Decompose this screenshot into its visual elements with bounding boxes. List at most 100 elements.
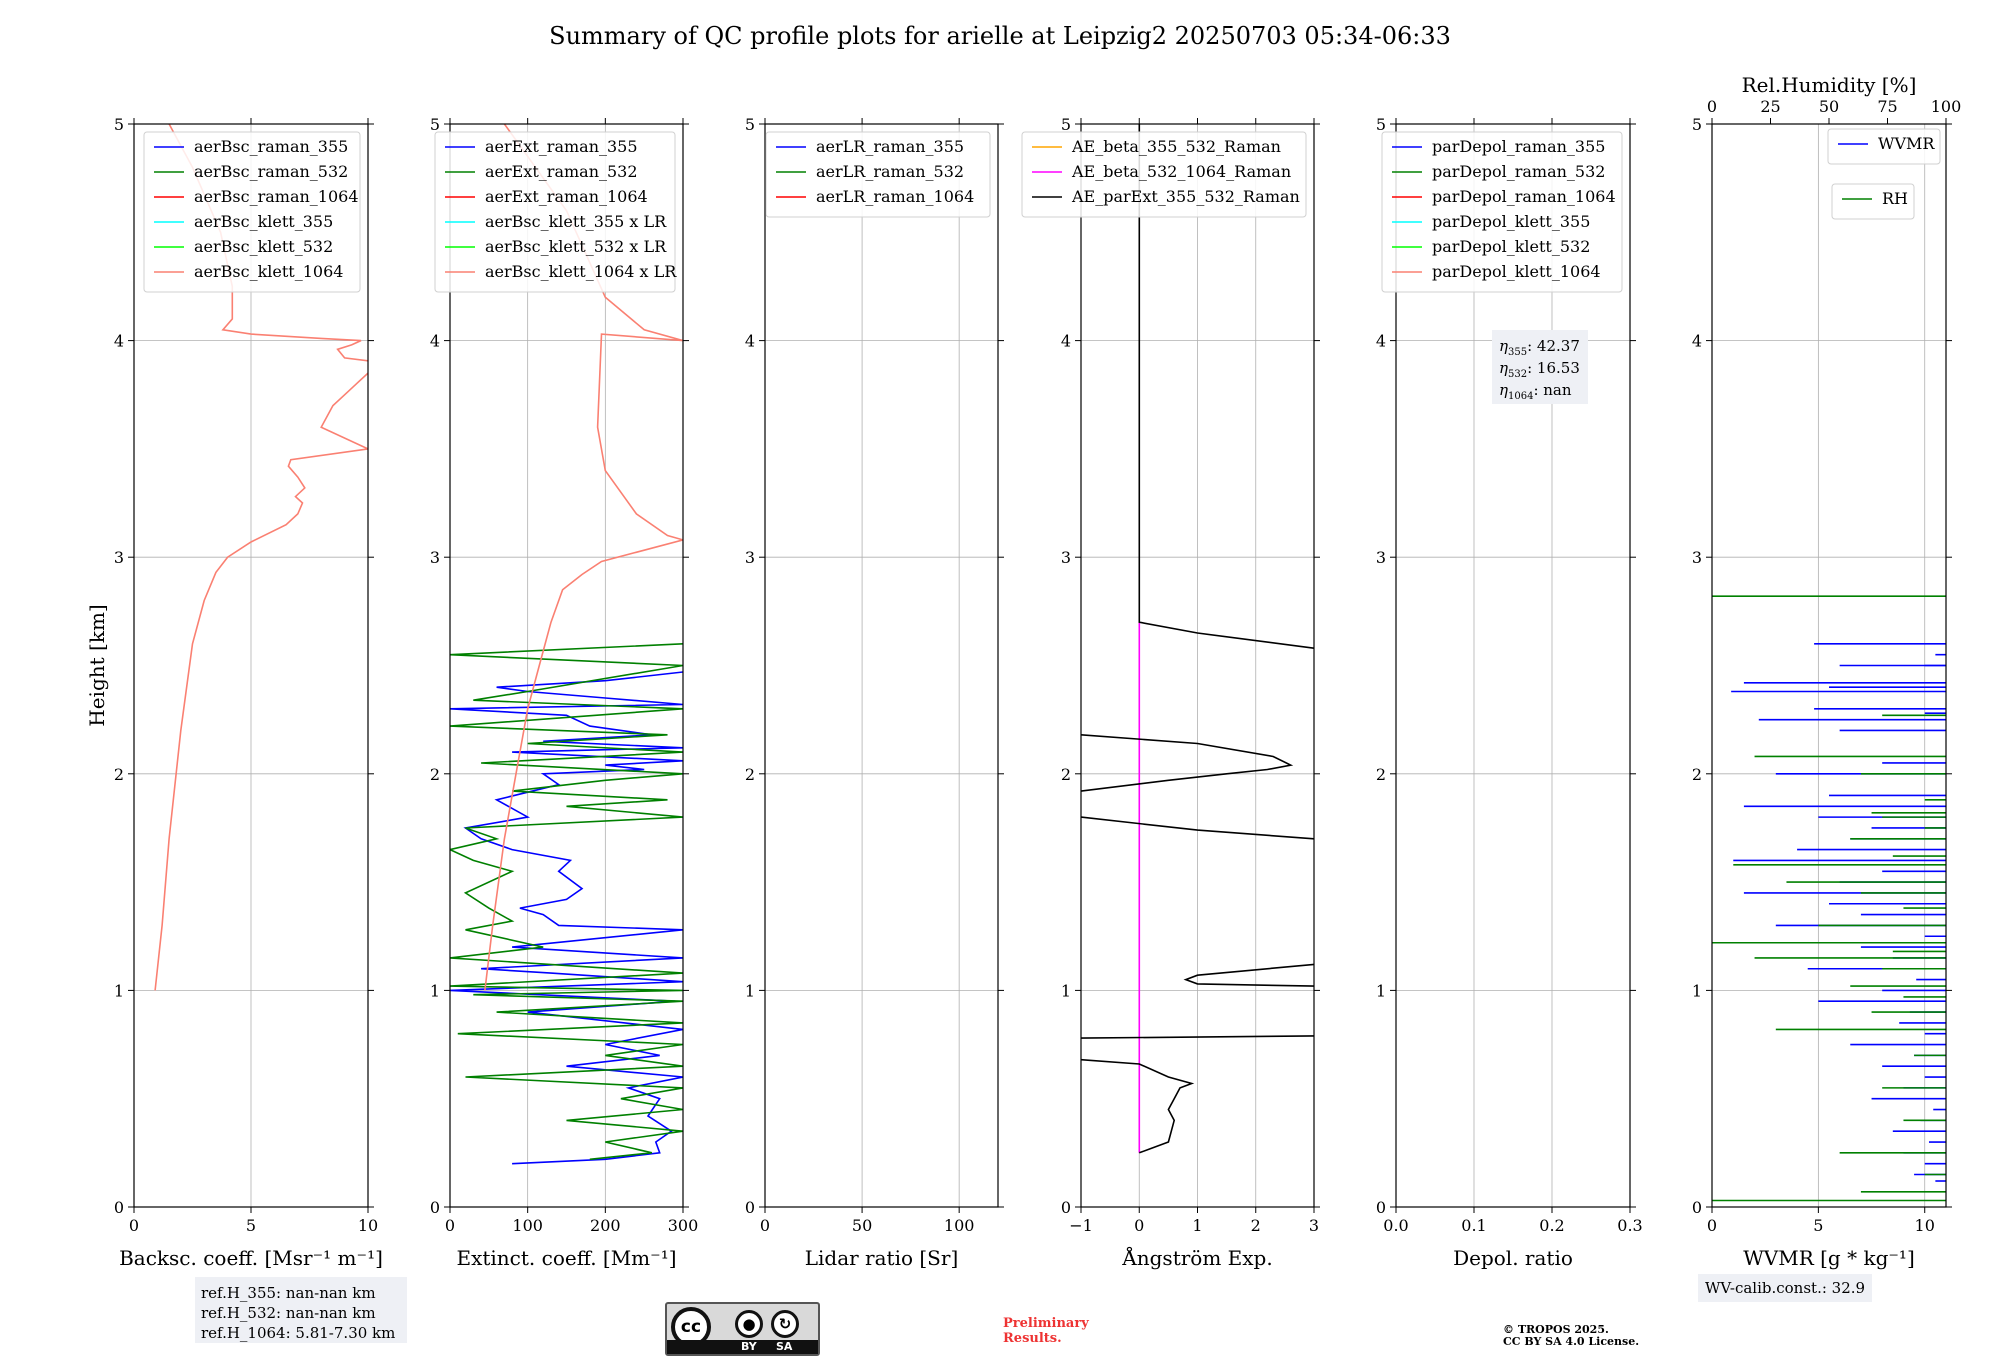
ref-height-box: ref.H_355: nan-nan km ref.H_532: nan-nan… xyxy=(195,1277,407,1343)
series-aerExt_raman_532 xyxy=(450,643,683,1161)
x-tick-label: 0 xyxy=(1707,1216,1717,1235)
x-tick-label: 2 xyxy=(1251,1216,1261,1235)
x-tick-label: 0.2 xyxy=(1539,1216,1564,1235)
y-tick-label: 2 xyxy=(114,765,124,784)
legend-box xyxy=(1827,128,1941,165)
legend: AE_beta_355_532_Raman AE_beta_532_1064_Ra… xyxy=(1021,131,1307,218)
top-x-axis-label: Rel.Humidity [%] xyxy=(1742,73,1917,97)
legend-box xyxy=(1831,183,1915,220)
y-tick-label: 5 xyxy=(1061,115,1071,134)
y-tick-label: 3 xyxy=(1692,548,1702,567)
legend-label: parDepol_klett_1064 xyxy=(1432,262,1601,281)
legend-label: aerBsc_klett_532 x LR xyxy=(485,237,667,256)
y-tick-label: 5 xyxy=(745,115,755,134)
x-tick-label: 100 xyxy=(512,1216,543,1235)
legend-label: WVMR xyxy=(1878,134,1935,153)
y-tick-label: 2 xyxy=(1376,765,1386,784)
legend-label: aerBsc_klett_532 xyxy=(194,237,333,256)
y-tick-label: 5 xyxy=(1692,115,1702,134)
legend-label: parDepol_klett_355 xyxy=(1432,212,1590,231)
y-tick-label: 2 xyxy=(1061,765,1071,784)
y-tick-label: 0 xyxy=(430,1198,440,1217)
plot-area xyxy=(1081,124,1314,1154)
legend-label: aerBsc_raman_532 xyxy=(194,162,348,181)
x-axis-label: Ångström Exp. xyxy=(1121,1245,1272,1270)
x-tick-label: 5 xyxy=(1813,1216,1823,1235)
y-tick-label: 0 xyxy=(1376,1198,1386,1217)
y-tick-label: 3 xyxy=(1061,548,1071,567)
legend-label: aerBsc_raman_1064 xyxy=(194,187,359,206)
legend: aerLR_raman_355 aerLR_raman_532 aerLR_rama… xyxy=(765,131,991,218)
legend-box xyxy=(434,131,676,293)
y-tick-label: 0 xyxy=(745,1198,755,1217)
preliminary-text: Preliminary xyxy=(1003,1316,1089,1331)
legend: aerBsc_raman_355 aerBsc_raman_532 aerBsc_r… xyxy=(143,131,361,293)
top-x-tick-label: 50 xyxy=(1819,97,1839,116)
legend-label: aerBsc_raman_355 xyxy=(194,137,348,156)
legend-label: aerExt_raman_1064 xyxy=(485,187,648,206)
plot-area xyxy=(450,124,683,1165)
legend: aerExt_raman_355 aerExt_raman_532 aerExt_r… xyxy=(434,131,677,293)
y-tick-label: 0 xyxy=(1061,1198,1071,1217)
x-axis-label: Depol. ratio xyxy=(1453,1246,1573,1270)
plot-area xyxy=(154,124,368,991)
x-tick-label: 0.0 xyxy=(1383,1216,1408,1235)
y-tick-label: 1 xyxy=(1692,981,1702,1000)
top-x-tick-label: 0 xyxy=(1707,97,1717,116)
legend-label: aerLR_raman_532 xyxy=(816,162,964,181)
legend-label: parDepol_raman_355 xyxy=(1432,137,1605,156)
x-tick-label: 3 xyxy=(1309,1216,1319,1235)
legend: parDepol_raman_355 parDepol_raman_532 parD… xyxy=(1381,131,1623,293)
axes-frame xyxy=(449,123,684,1208)
x-tick-label: 200 xyxy=(590,1216,621,1235)
series-aerBsc_klett_1064 x LR xyxy=(484,124,683,991)
y-axis-label: Height [km] xyxy=(85,604,109,726)
annotation-line: η1064: nan xyxy=(1499,381,1572,402)
x-tick-label: 100 xyxy=(944,1216,975,1235)
y-tick-label: 4 xyxy=(430,332,440,351)
legend-label: AE_beta_355_532_Raman xyxy=(1071,137,1281,156)
legend-rh: RH xyxy=(1831,183,1915,220)
top-x-tick-label: 25 xyxy=(1760,97,1780,116)
y-tick-label: 2 xyxy=(745,765,755,784)
annotation-line: η532: 16.53 xyxy=(1499,359,1580,380)
legend-label: parDepol_raman_532 xyxy=(1432,162,1605,181)
panel-1: 0 5 10 0 1 2 3 4 5 Backsc. coeff. [Msr⁻¹ m⁻¹] Heig… xyxy=(85,115,383,1270)
y-tick-label: 3 xyxy=(114,548,124,567)
y-tick-label: 4 xyxy=(1376,332,1386,351)
x-axis-label: Lidar ratio [Sr] xyxy=(805,1246,959,1270)
legend-label: aerBsc_klett_355 xyxy=(194,212,333,231)
y-tick-label: 5 xyxy=(114,115,124,134)
legend-label: RH xyxy=(1882,189,1908,208)
legend-label: aerExt_raman_355 xyxy=(485,137,638,156)
y-tick-label: 4 xyxy=(114,332,124,351)
y-tick-label: 3 xyxy=(430,548,440,567)
x-tick-label: 300 xyxy=(668,1216,699,1235)
x-tick-label: 50 xyxy=(852,1216,872,1235)
y-tick-label: 0 xyxy=(114,1198,124,1217)
y-tick-label: 1 xyxy=(114,981,124,1000)
x-tick-label: 0 xyxy=(760,1216,770,1235)
legend-box xyxy=(765,131,991,218)
axes-frame xyxy=(1395,123,1631,1208)
copyright-text: © TROPOS 2025. xyxy=(1503,1323,1609,1336)
cc-by-label: BY xyxy=(741,1340,757,1353)
y-tick-label: 4 xyxy=(745,332,755,351)
axes-frame xyxy=(764,123,999,1208)
top-x-tick-label: 75 xyxy=(1877,97,1897,116)
x-tick-label: 0 xyxy=(445,1216,455,1235)
y-tick-label: 2 xyxy=(430,765,440,784)
wv-calib-text: WV-calib.const.: 32.9 xyxy=(1705,1279,1865,1297)
series-AE_parExt_355_532_Raman xyxy=(1081,124,1314,1154)
cc-badge-bar: BY SA xyxy=(667,1340,818,1354)
x-tick-label: 10 xyxy=(358,1216,378,1235)
series-aerExt_raman_355 xyxy=(450,671,683,1165)
legend-label: aerLR_raman_1064 xyxy=(816,187,974,206)
legend-label: AE_parExt_355_532_Raman xyxy=(1071,187,1300,206)
legend-box xyxy=(1021,131,1307,218)
annotation-box xyxy=(1492,330,1588,404)
license-text: CC BY SA 4.0 License. xyxy=(1503,1335,1639,1348)
